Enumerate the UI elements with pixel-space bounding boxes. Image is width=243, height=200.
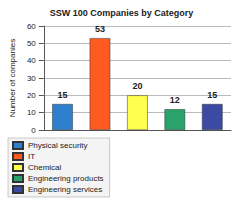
svg-text:Engineering products: Engineering products — [28, 174, 104, 183]
svg-text:53: 53 — [95, 24, 105, 34]
svg-text:Physical security: Physical security — [28, 141, 88, 150]
svg-text:12: 12 — [170, 95, 180, 105]
svg-text:IT: IT — [28, 152, 35, 161]
svg-text:Number of companies: Number of companies — [8, 39, 17, 117]
svg-text:20: 20 — [132, 81, 142, 91]
svg-text:30: 30 — [27, 74, 36, 83]
svg-text:15: 15 — [207, 90, 217, 100]
svg-text:15: 15 — [58, 90, 68, 100]
svg-text:0: 0 — [31, 126, 36, 135]
svg-text:Engineering services: Engineering services — [28, 185, 102, 194]
svg-text:Chemical: Chemical — [28, 163, 62, 172]
svg-text:50: 50 — [27, 39, 36, 48]
svg-text:SSW 100 Companies by Category: SSW 100 Companies by Category — [50, 8, 194, 18]
svg-text:10: 10 — [27, 108, 36, 117]
svg-text:20: 20 — [27, 91, 36, 100]
svg-text:40: 40 — [27, 56, 36, 65]
svg-text:60: 60 — [27, 22, 36, 31]
